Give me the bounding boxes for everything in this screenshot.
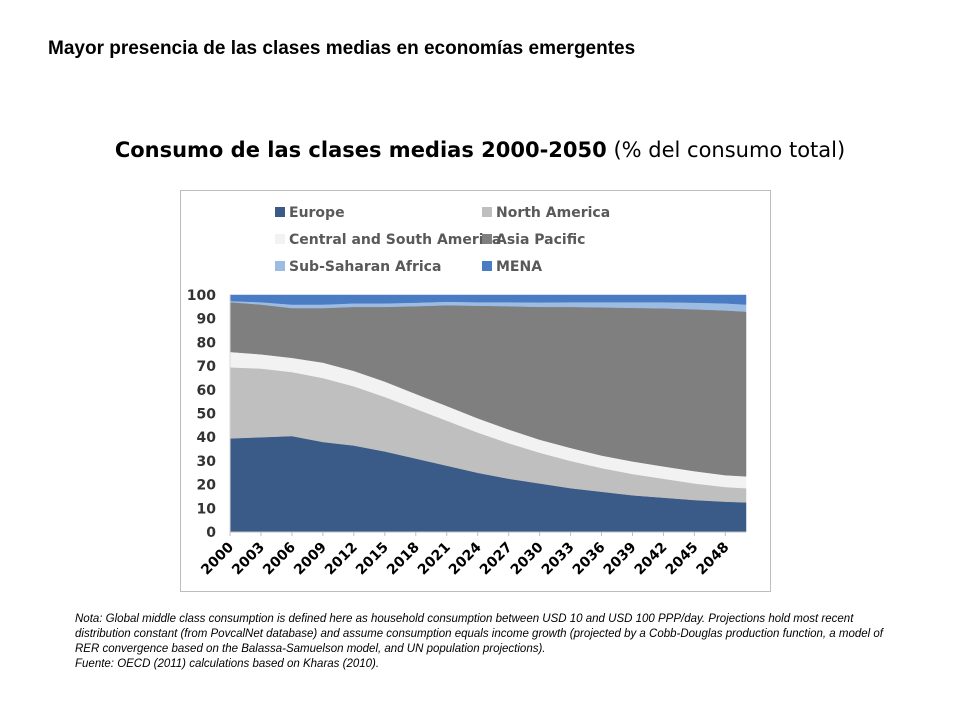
x-tick-label-1: 2003 (229, 539, 268, 578)
chart-heading-normal: (% del consumo total) (606, 138, 846, 162)
x-tick-label-14: 2042 (632, 539, 671, 578)
note-block: Nota: Global middle class consumption is… (75, 612, 905, 672)
x-tick-label-0: 2000 (198, 539, 237, 578)
legend-swatch-0 (275, 207, 285, 217)
y-tick-label-1: 10 (197, 501, 217, 517)
y-tick-label-4: 40 (197, 430, 217, 446)
legend-swatch-4 (275, 261, 285, 271)
x-tick-label-5: 2015 (353, 539, 392, 578)
y-tick-label-10: 100 (187, 288, 216, 304)
x-tick-label-10: 2030 (508, 539, 547, 578)
chart-frame: Europe North America Central and South Ame… (180, 190, 771, 592)
x-tick-label-8: 2024 (446, 539, 485, 578)
x-tick-label-2: 2006 (260, 539, 299, 578)
x-tick-label-9: 2027 (477, 539, 516, 578)
y-tick-label-7: 70 (197, 359, 217, 375)
legend-swatch-2 (275, 234, 285, 244)
legend-swatch-5 (482, 261, 492, 271)
x-tick-label-16: 2048 (694, 539, 733, 578)
y-tick-label-3: 30 (197, 454, 217, 470)
x-tick-label-6: 2018 (384, 539, 423, 578)
y-tick-label-6: 60 (197, 383, 217, 399)
y-tick-label-8: 80 (197, 335, 217, 351)
y-axis: 0 10 20 30 40 50 60 70 80 90 100 (187, 288, 231, 541)
source-text: Fuente: OECD (2011) calculations based o… (75, 658, 380, 670)
x-tick-label-12: 2036 (570, 539, 609, 578)
stacked-area-chart: Europe North America Central and South Ame… (187, 205, 747, 578)
x-tick-label-7: 2021 (415, 539, 454, 578)
note-text: Nota: Global middle class consumption is… (75, 613, 883, 655)
x-tick-label-4: 2012 (322, 539, 361, 578)
legend-swatch-3 (482, 234, 492, 244)
slide-title: Mayor presencia de las clases medias en … (48, 38, 636, 59)
x-tick-label-11: 2033 (539, 539, 578, 578)
x-tick-label-15: 2045 (663, 539, 702, 578)
x-axis: 2000200320062009201220152018202120242027… (198, 531, 746, 578)
y-tick-label-9: 90 (197, 312, 217, 328)
y-tick-label-2: 20 (197, 478, 217, 494)
legend-swatch-1 (482, 207, 492, 217)
legend-label-1: North America (496, 205, 610, 221)
legend-label-4: Sub-Saharan Africa (289, 259, 441, 275)
x-tick-label-3: 2009 (291, 539, 330, 578)
legend-label-5: MENA (496, 259, 542, 275)
chart-heading: Consumo de las clases medias 2000-2050 (… (0, 138, 960, 162)
y-tick-label-5: 50 (197, 407, 217, 423)
y-tick-label-0: 0 (206, 525, 216, 541)
legend-label-2: Central and South America (289, 232, 501, 248)
area-series-5 (229, 294, 747, 305)
area-series-group (229, 294, 747, 533)
chart-heading-bold: Consumo de las clases medias 2000-2050 (114, 138, 607, 162)
legend-label-0: Europe (289, 205, 345, 221)
legend-label-3: Asia Pacific (496, 232, 585, 248)
legend: Europe North America Central and South Ame… (275, 205, 610, 275)
x-tick-label-13: 2039 (601, 539, 640, 578)
